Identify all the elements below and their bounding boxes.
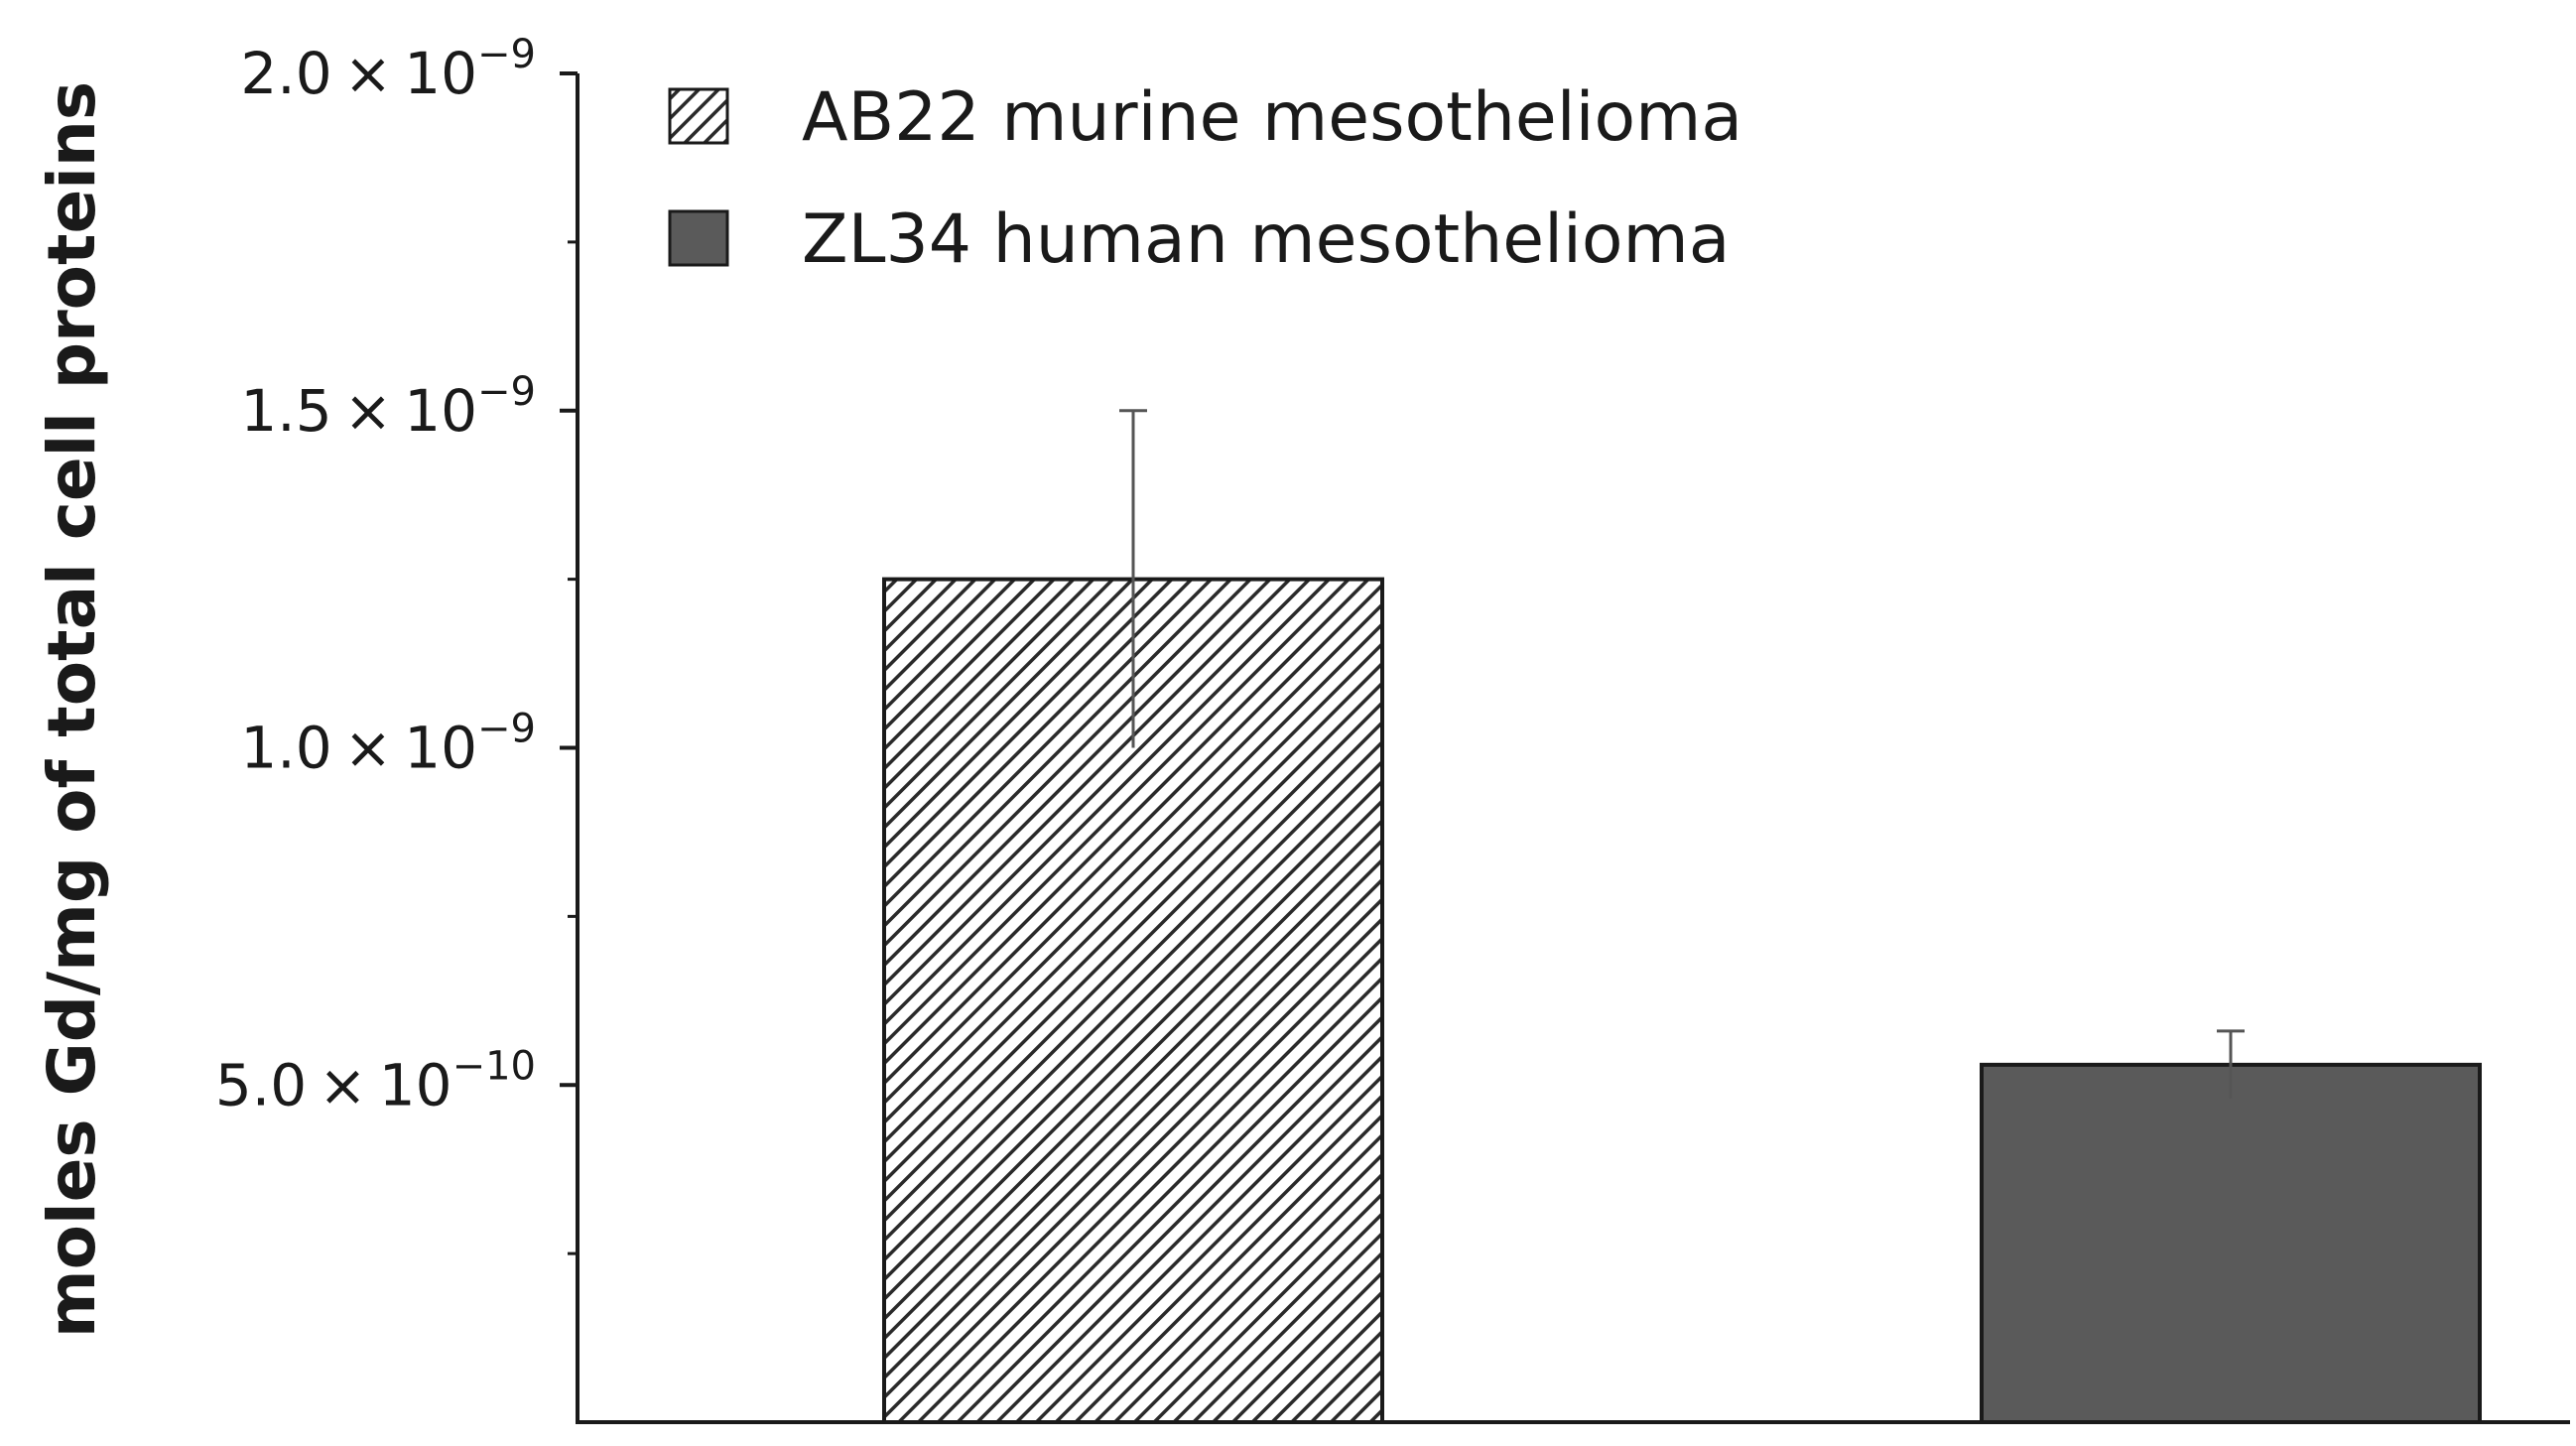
legend-swatch (668, 209, 729, 267)
y-tick-times: × (344, 40, 393, 107)
y-tick-exponent: −9 (477, 707, 536, 752)
bar-zl34 (1980, 1062, 2482, 1424)
y-tick-labels: 5.0 × 10−101.0 × 10−91.5 × 10−92.0 × 10−9 (215, 32, 536, 1118)
y-tick-label: 2.0 × 10−9 (240, 32, 536, 107)
y-axis-label: moles Gd/mg of total cell proteins (34, 81, 110, 1338)
y-tick-base: 10 (379, 1051, 452, 1118)
y-tick-times: × (319, 1051, 367, 1118)
y-tick-exponent: −9 (477, 32, 536, 77)
y-tick-mantissa: 1.5 (240, 377, 331, 445)
y-tick-mantissa: 5.0 (215, 1051, 307, 1118)
legend-label: ZL34 human mesothelioma (802, 200, 1730, 279)
legend-swatch (668, 87, 729, 145)
y-tick-times: × (344, 377, 393, 445)
legend: AB22 murine mesothelioma ZL34 human mesot… (668, 78, 1742, 279)
y-tick-label: 1.5 × 10−9 (240, 369, 536, 445)
y-tick-label: 1.0 × 10−9 (240, 707, 536, 782)
y-tick-exponent: −9 (477, 369, 536, 415)
bars (882, 577, 2482, 1424)
y-tick-base: 10 (404, 377, 477, 445)
legend-label: AB22 murine mesothelioma (802, 78, 1742, 157)
y-tick-base: 10 (404, 715, 477, 782)
y-tick-mantissa: 1.0 (240, 715, 331, 782)
y-tick-exponent: −10 (452, 1043, 536, 1089)
y-tick-times: × (344, 715, 393, 782)
y-tick-base: 10 (404, 40, 477, 107)
error-bars (1119, 409, 2245, 1099)
y-tick-label: 5.0 × 10−10 (215, 1043, 536, 1118)
y-tick-mantissa: 2.0 (240, 40, 331, 107)
